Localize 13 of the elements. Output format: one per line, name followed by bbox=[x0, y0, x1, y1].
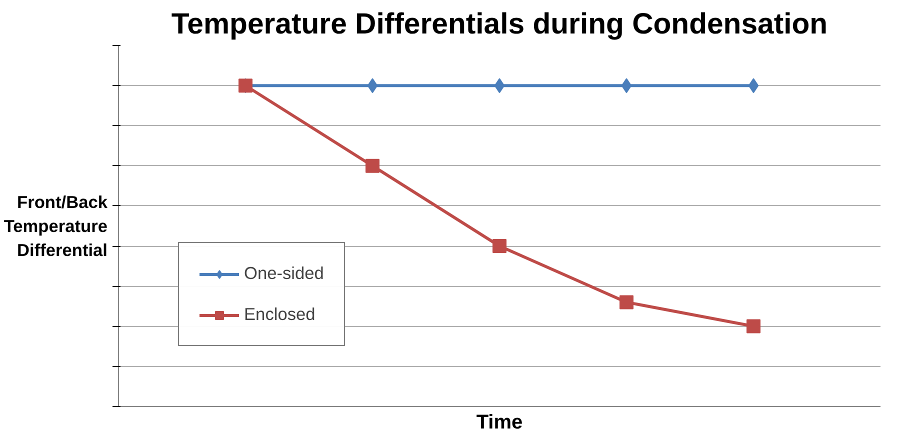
legend-label: One-sided bbox=[244, 263, 324, 284]
point bbox=[492, 239, 506, 254]
point bbox=[620, 295, 634, 310]
point bbox=[621, 78, 632, 94]
point bbox=[366, 158, 380, 173]
chart-title: Temperature Differentials during Condensation bbox=[171, 8, 828, 40]
x-axis-title: Time bbox=[476, 412, 523, 434]
y-axis-title: Front/Back Temperature Differential bbox=[4, 192, 108, 260]
point bbox=[494, 78, 505, 94]
legend-label: Enclosed bbox=[244, 304, 316, 325]
point bbox=[367, 78, 378, 94]
point bbox=[748, 78, 759, 94]
point bbox=[746, 319, 760, 334]
